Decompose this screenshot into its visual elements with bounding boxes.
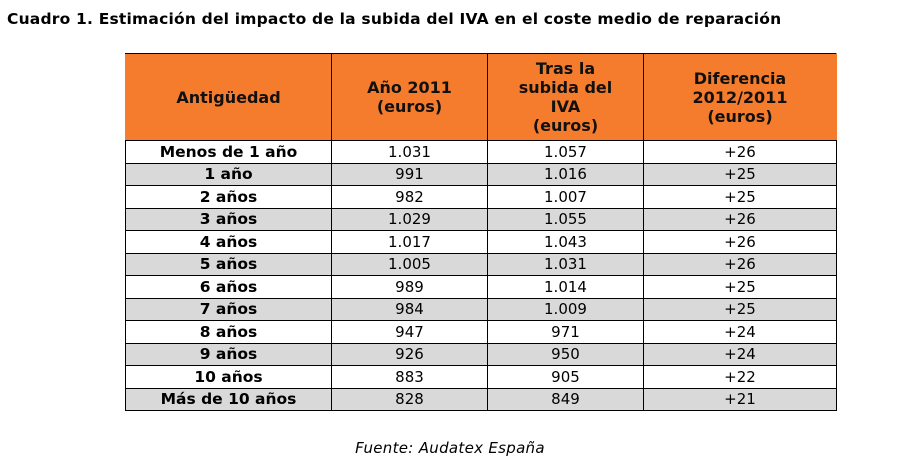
table-row: 8 años 947 971 +24: [125, 320, 837, 344]
table-row: 3 años 1.029 1.055 +26: [125, 207, 837, 231]
age-cell: 8 años: [125, 320, 332, 344]
header-line: IVA: [550, 97, 581, 116]
table-body: Menos de 1 año 1.031 1.057 +26 1 año 991 1.016…: [125, 140, 837, 411]
repair-cost-table: Antigüedad Año 2011 (euros) Tras la subi…: [125, 53, 837, 411]
cost-2011-cell: 947: [331, 320, 488, 344]
table-row: 2 años 982 1.007 +25: [125, 185, 837, 209]
cost-2011-cell: 982: [331, 185, 488, 209]
cost-after-vat-cell: 849: [487, 387, 644, 411]
header-line: Diferencia: [693, 68, 787, 88]
table-row: Más de 10 años 828 849 +21: [125, 387, 837, 411]
cost-2011-cell: 1.005: [331, 252, 488, 276]
cost-2011-cell: 1.029: [331, 207, 488, 231]
difference-cell: +26: [643, 230, 837, 254]
header-ano-2011: Año 2011 (euros): [331, 53, 488, 141]
difference-cell: +26: [643, 140, 837, 164]
header-line: Tras la: [535, 59, 596, 78]
cost-2011-cell: 1.017: [331, 230, 488, 254]
cost-after-vat-cell: 1.014: [487, 275, 644, 299]
cost-2011-cell: 989: [331, 275, 488, 299]
cost-2011-cell: 991: [331, 162, 488, 186]
difference-cell: +25: [643, 185, 837, 209]
table-row: Menos de 1 año 1.031 1.057 +26: [125, 140, 837, 164]
header-line: subida del: [518, 78, 613, 97]
difference-cell: +26: [643, 207, 837, 231]
difference-cell: +21: [643, 387, 837, 411]
age-cell: 10 años: [125, 365, 332, 389]
table-row: 5 años 1.005 1.031 +26: [125, 252, 837, 276]
age-cell: 1 año: [125, 162, 332, 186]
difference-cell: +24: [643, 320, 837, 344]
cost-after-vat-cell: 1.043: [487, 230, 644, 254]
table-row: 4 años 1.017 1.043 +26: [125, 230, 837, 254]
age-cell: 2 años: [125, 185, 332, 209]
cost-after-vat-cell: 971: [487, 320, 644, 344]
age-cell: 9 años: [125, 342, 332, 366]
cost-2011-cell: 828: [331, 387, 488, 411]
difference-cell: +24: [643, 342, 837, 366]
table-header-row: Antigüedad Año 2011 (euros) Tras la subi…: [125, 53, 837, 141]
difference-cell: +25: [643, 162, 837, 186]
cost-2011-cell: 1.031: [331, 140, 488, 164]
age-cell: 5 años: [125, 252, 332, 276]
header-line: Antigüedad: [176, 87, 281, 107]
difference-cell: +26: [643, 252, 837, 276]
difference-cell: +25: [643, 275, 837, 299]
source-note: Fuente: Audatex España: [355, 439, 545, 457]
age-cell: 7 años: [125, 297, 332, 321]
header-antiguedad: Antigüedad: [125, 53, 332, 141]
difference-cell: +22: [643, 365, 837, 389]
header-line: (euros): [707, 106, 773, 126]
cost-after-vat-cell: 1.009: [487, 297, 644, 321]
cost-after-vat-cell: 950: [487, 342, 644, 366]
header-line: Año 2011: [367, 78, 452, 97]
cost-2011-cell: 984: [331, 297, 488, 321]
table-row: 1 año 991 1.016 +25: [125, 162, 837, 186]
header-diferencia: Diferencia 2012/2011 (euros): [643, 53, 837, 141]
age-cell: Más de 10 años: [125, 387, 332, 411]
cost-after-vat-cell: 1.055: [487, 207, 644, 231]
cost-after-vat-cell: 1.016: [487, 162, 644, 186]
table-row: 10 años 883 905 +22: [125, 365, 837, 389]
header-line: (euros): [532, 116, 599, 135]
cost-2011-cell: 883: [331, 365, 488, 389]
age-cell: 6 años: [125, 275, 332, 299]
age-cell: Menos de 1 año: [125, 140, 332, 164]
header-line: (euros): [376, 97, 443, 116]
cost-after-vat-cell: 905: [487, 365, 644, 389]
table-row: 7 años 984 1.009 +25: [125, 297, 837, 321]
table-row: 6 años 989 1.014 +25: [125, 275, 837, 299]
age-cell: 4 años: [125, 230, 332, 254]
cost-after-vat-cell: 1.057: [487, 140, 644, 164]
cost-2011-cell: 926: [331, 342, 488, 366]
difference-cell: +25: [643, 297, 837, 321]
header-line: 2012/2011: [692, 87, 788, 107]
table-row: 9 años 926 950 +24: [125, 342, 837, 366]
age-cell: 3 años: [125, 207, 332, 231]
header-tras-subida: Tras la subida del IVA (euros): [487, 53, 644, 141]
cost-after-vat-cell: 1.031: [487, 252, 644, 276]
cost-after-vat-cell: 1.007: [487, 185, 644, 209]
table-title: Cuadro 1. Estimación del impacto de la s…: [7, 10, 782, 28]
